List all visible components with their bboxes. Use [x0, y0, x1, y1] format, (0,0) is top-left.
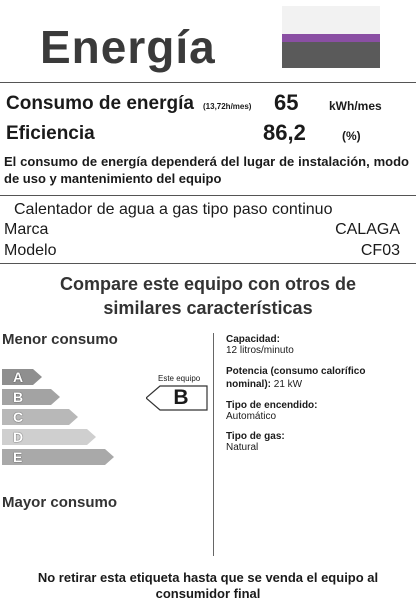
compare-line-1: Compare este equipo con otros de	[59, 274, 357, 294]
consumption-note: (13,72h/mes)	[203, 102, 252, 111]
band-b: B	[2, 389, 60, 405]
spec-power: Potencia (consumo calorífico nominal): 2…	[226, 366, 366, 390]
compare-line-2: similares características	[103, 298, 313, 318]
divider	[0, 195, 416, 196]
model-value: CF03	[360, 242, 400, 259]
scale-bottom-label: Mayor consumo	[2, 494, 118, 511]
spec-ignition: Tipo de encendido: Automático	[226, 400, 318, 422]
consumption-value: 65	[274, 90, 299, 115]
band-e: E	[2, 449, 114, 465]
this-equipment-class: B	[173, 386, 189, 409]
efficiency-scale: A B C D E	[2, 369, 114, 465]
page-title: Energía	[40, 21, 216, 73]
specs-panel: Capacidad: 12 litros/minuto Potencia (co…	[226, 334, 412, 453]
model-label: Modelo	[4, 242, 57, 259]
spec-gas: Tipo de gas: Natural	[226, 431, 285, 453]
divider	[0, 82, 416, 83]
band-c: C	[2, 409, 78, 425]
divider	[0, 263, 416, 264]
product-type: Calentador de agua a gas tipo paso conti…	[14, 201, 333, 218]
divider-vertical	[213, 333, 214, 556]
consumption-label: Consumo de energía	[6, 93, 194, 114]
brand-label: Marca	[4, 221, 49, 238]
band-d: D	[2, 429, 96, 445]
this-equipment-marker	[146, 385, 208, 411]
flag-icon	[282, 6, 380, 68]
efficiency-unit: (%)	[342, 129, 361, 143]
this-equipment-label: Este equipo	[158, 374, 201, 383]
spec-capacity: Capacidad: 12 litros/minuto	[226, 334, 294, 356]
consumption-unit: kWh/mes	[329, 99, 382, 113]
installation-note: El consumo de energía dependerá del luga…	[4, 154, 409, 186]
brand-value: CALAGA	[335, 221, 400, 238]
band-a: A	[2, 369, 42, 385]
scale-top-label: Menor consumo	[2, 331, 118, 348]
footer-notice: No retirar esta etiqueta hasta que se ve…	[37, 570, 379, 601]
efficiency-value: 86,2	[263, 120, 306, 145]
efficiency-label: Eficiencia	[6, 123, 95, 144]
